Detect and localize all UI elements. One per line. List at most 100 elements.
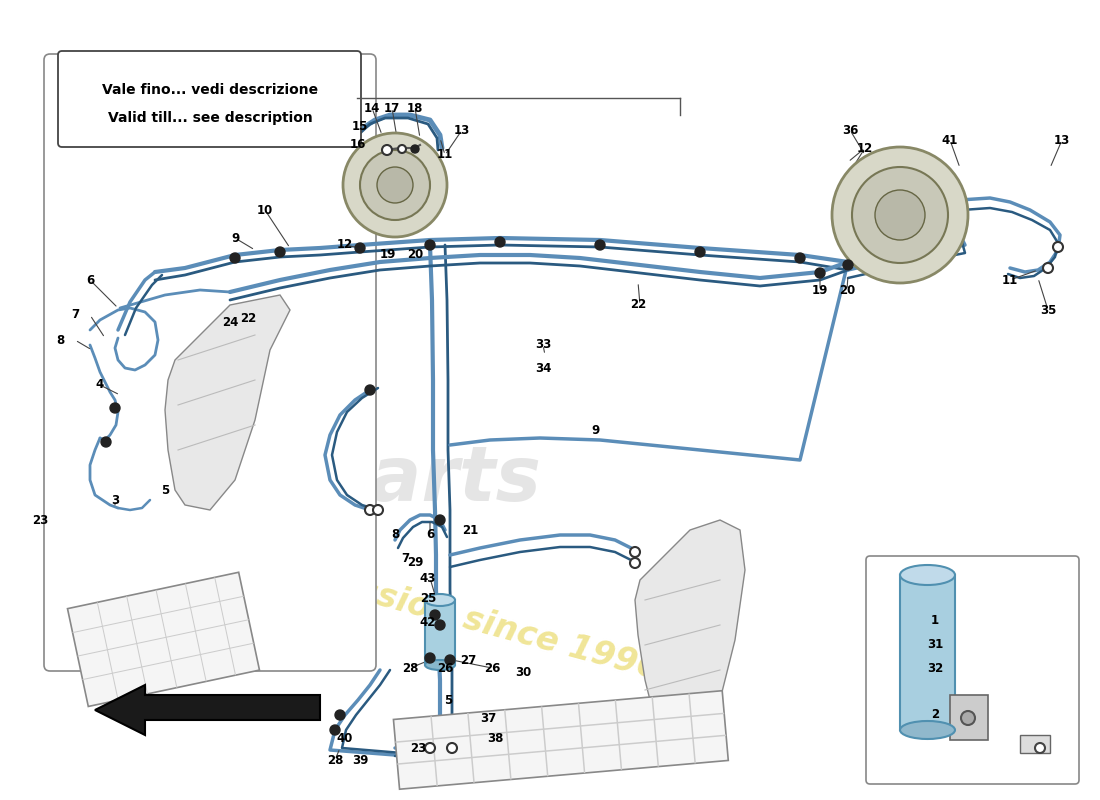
Text: 5: 5 xyxy=(161,483,169,497)
Text: 11: 11 xyxy=(437,149,453,162)
Circle shape xyxy=(434,515,446,525)
Circle shape xyxy=(630,547,640,557)
Circle shape xyxy=(373,505,383,515)
Bar xyxy=(73,596,244,633)
Text: 4: 4 xyxy=(96,378,104,391)
Bar xyxy=(97,602,119,700)
Circle shape xyxy=(425,653,435,663)
Bar xyxy=(397,734,726,765)
Text: 26: 26 xyxy=(437,662,453,674)
Text: 5: 5 xyxy=(444,694,452,706)
Circle shape xyxy=(446,655,455,665)
Circle shape xyxy=(336,710,345,720)
Text: 32: 32 xyxy=(927,662,943,674)
Bar xyxy=(425,600,455,665)
Text: 7: 7 xyxy=(400,551,409,565)
Circle shape xyxy=(447,743,456,753)
Circle shape xyxy=(832,147,968,283)
FancyBboxPatch shape xyxy=(58,51,361,147)
Circle shape xyxy=(961,711,975,725)
Bar xyxy=(578,703,585,773)
Bar xyxy=(395,713,724,743)
Text: 33: 33 xyxy=(535,338,551,351)
Text: 31: 31 xyxy=(927,638,943,651)
Text: 27: 27 xyxy=(460,654,476,666)
Circle shape xyxy=(425,743,435,753)
Circle shape xyxy=(1035,743,1045,753)
Text: 22: 22 xyxy=(630,298,646,311)
Text: 20: 20 xyxy=(407,249,424,262)
Circle shape xyxy=(411,145,419,153)
Circle shape xyxy=(795,253,805,263)
Text: 7: 7 xyxy=(70,309,79,322)
Circle shape xyxy=(110,403,120,413)
Text: a passion since 1996: a passion since 1996 xyxy=(276,554,663,686)
Ellipse shape xyxy=(900,565,955,585)
Bar xyxy=(394,690,728,790)
Text: 17: 17 xyxy=(384,102,400,114)
Text: 41: 41 xyxy=(942,134,958,146)
Circle shape xyxy=(360,150,430,220)
FancyBboxPatch shape xyxy=(866,556,1079,784)
Text: 29: 29 xyxy=(407,557,424,570)
Circle shape xyxy=(425,240,435,250)
Circle shape xyxy=(101,437,111,447)
Text: Vale fino... vedi descrizione: Vale fino... vedi descrizione xyxy=(102,83,318,97)
Circle shape xyxy=(1043,263,1053,273)
Circle shape xyxy=(595,240,605,250)
Polygon shape xyxy=(95,685,320,735)
Bar xyxy=(214,578,236,675)
Circle shape xyxy=(365,385,375,395)
Text: 3: 3 xyxy=(111,494,119,506)
Text: 36: 36 xyxy=(842,123,858,137)
Text: 8: 8 xyxy=(56,334,64,346)
Text: 12: 12 xyxy=(857,142,873,154)
Text: 43: 43 xyxy=(420,571,437,585)
Bar xyxy=(689,694,696,763)
Text: 11: 11 xyxy=(1002,274,1019,286)
Circle shape xyxy=(343,133,447,237)
Circle shape xyxy=(630,558,640,568)
Bar xyxy=(900,575,955,730)
Ellipse shape xyxy=(425,594,455,606)
Bar xyxy=(615,700,623,770)
Bar xyxy=(126,596,148,694)
Bar xyxy=(155,590,177,688)
Bar xyxy=(504,710,512,779)
Text: 28: 28 xyxy=(402,662,418,674)
Text: 9: 9 xyxy=(231,231,239,245)
Circle shape xyxy=(365,505,375,515)
Text: 6: 6 xyxy=(86,274,95,286)
Bar xyxy=(77,619,249,657)
Ellipse shape xyxy=(900,721,955,739)
Text: 37: 37 xyxy=(480,711,496,725)
Text: 9: 9 xyxy=(591,423,600,437)
Bar xyxy=(468,713,475,782)
Circle shape xyxy=(1053,242,1063,252)
Text: 42: 42 xyxy=(420,615,437,629)
Polygon shape xyxy=(165,295,290,510)
Circle shape xyxy=(230,253,240,263)
Text: 8: 8 xyxy=(390,529,399,542)
Circle shape xyxy=(695,247,705,257)
Text: 13: 13 xyxy=(1054,134,1070,146)
Text: 26: 26 xyxy=(484,662,500,674)
Text: 30: 30 xyxy=(515,666,531,678)
Circle shape xyxy=(355,243,365,253)
Text: 20: 20 xyxy=(839,283,855,297)
Circle shape xyxy=(852,167,948,263)
Bar xyxy=(67,572,260,706)
Circle shape xyxy=(377,167,412,203)
Text: 22: 22 xyxy=(240,311,256,325)
Circle shape xyxy=(815,268,825,278)
Circle shape xyxy=(495,237,505,247)
Text: 10: 10 xyxy=(257,203,273,217)
Bar xyxy=(430,716,438,786)
Circle shape xyxy=(398,145,406,153)
Text: europarts: europarts xyxy=(119,443,541,517)
Circle shape xyxy=(330,725,340,735)
Text: 16: 16 xyxy=(350,138,366,150)
Text: 35: 35 xyxy=(1040,303,1056,317)
Text: 12: 12 xyxy=(337,238,353,251)
Circle shape xyxy=(434,620,446,630)
